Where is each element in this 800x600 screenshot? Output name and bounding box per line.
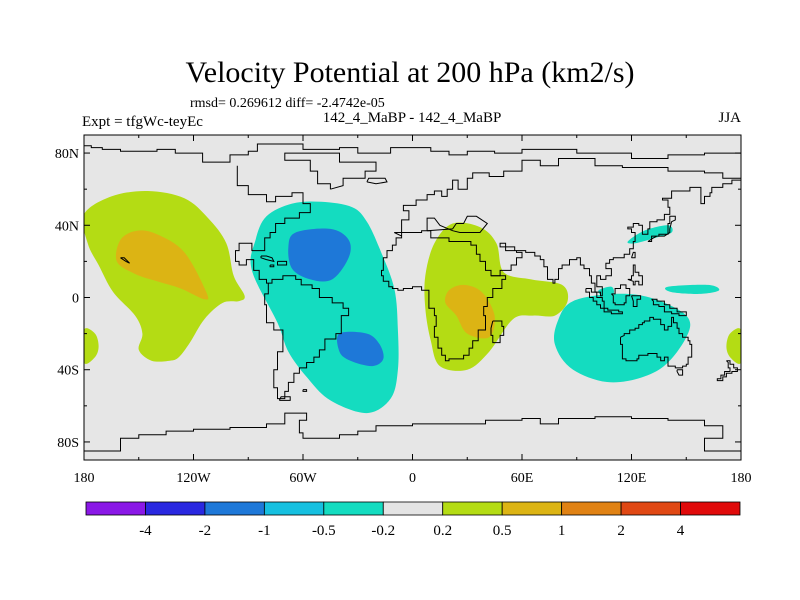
colorbar-label: -0.2	[371, 523, 395, 539]
x-tick-label: 60W	[289, 471, 317, 486]
coastline-segment	[394, 158, 741, 233]
coastline-segment	[426, 215, 489, 233]
coastline-segment	[611, 284, 631, 306]
map-panel	[83, 134, 742, 461]
colorbar-label: -2	[199, 523, 212, 539]
colorbar-label: 1	[558, 523, 566, 539]
coastline-segment	[603, 307, 623, 315]
y-tick-label: 0	[72, 292, 79, 307]
y-tick-label: 40S	[57, 364, 79, 379]
coastline-segment	[284, 152, 377, 190]
colorbar-label: 0.2	[433, 523, 452, 539]
colorbar: -4 -2 -1 -0.5 -0.2 0.2 0.5 1 2 4	[85, 501, 741, 539]
colorbar-swatch	[620, 501, 681, 516]
coastline-segment	[84, 143, 741, 163]
season-label: JJA	[718, 110, 741, 126]
x-tick-label: 180	[731, 471, 752, 486]
contour-fills	[84, 190, 741, 414]
colorbar-label: 4	[677, 523, 685, 539]
coastline-segment	[84, 412, 741, 452]
comparison-label: 142_4_MaBP - 142_4_MaBP	[323, 110, 502, 126]
colorbar-label: -4	[139, 523, 152, 539]
colorbar-swatch	[501, 501, 563, 516]
coastline-segment	[366, 177, 388, 185]
colorbar-swatch	[561, 501, 622, 516]
coastline-segment	[651, 298, 687, 317]
coastline-segment	[620, 316, 693, 369]
x-tick-label: 60E	[511, 471, 534, 486]
colorbar-label: -0.5	[312, 523, 336, 539]
coastline-segment	[631, 295, 642, 307]
coastline-segment	[277, 260, 288, 266]
map-axes: 180 120W 60W 0 60E 120E 180 80N 40N 0 40S 80S	[55, 135, 752, 486]
colorbar-swatch	[323, 501, 384, 516]
colorbar-swatch	[680, 501, 741, 516]
coastline-segment	[631, 251, 636, 259]
y-tick-label: 80S	[57, 436, 79, 451]
contour-region-africa-core	[444, 284, 495, 339]
contour-region-indian-ocean-negative	[553, 293, 691, 383]
coastline-segment	[260, 255, 275, 263]
coastline-segment	[716, 360, 738, 382]
coastline-segment	[120, 257, 130, 264]
contour-region-east-asia-negative	[627, 225, 673, 244]
coastline-segment	[235, 165, 350, 400]
y-tick-label: 80N	[55, 147, 79, 162]
contour-region-dateline-west-positive	[726, 328, 741, 364]
x-tick-label: 180	[74, 471, 95, 486]
coastline-segment	[676, 369, 684, 376]
contour-region-africa-positive	[424, 222, 569, 371]
colorbar-label: -1	[258, 523, 271, 539]
coastline-segment	[627, 264, 643, 286]
experiment-label: Expt = tfgWc-teyEc	[82, 114, 203, 130]
contour-region-dateline-east-positive	[84, 328, 99, 364]
colorbar-swatch	[85, 501, 146, 516]
coastline-segment	[278, 396, 291, 401]
chart-title: Velocity Potential at 200 hPa (km2/s)	[185, 56, 634, 89]
colorbar-label: 0.5	[493, 523, 512, 539]
x-tick-label: 120W	[176, 471, 211, 486]
contour-region-pacific-core	[115, 230, 209, 300]
contour-region-atlantic-core-north	[288, 228, 351, 282]
coastline-segment	[490, 320, 505, 344]
colorbar-swatch	[204, 501, 265, 516]
colorbar-swatch	[263, 501, 325, 516]
coastlines	[84, 143, 741, 452]
stats-label: rmsd= 0.269612 diff= -2.4742e-05	[190, 96, 385, 111]
y-tick-label: 40N	[55, 219, 79, 234]
colorbar-swatch	[145, 501, 206, 516]
coastline-segment	[491, 179, 741, 297]
contour-region-atlantic-core-south	[336, 331, 384, 367]
coastline-segment	[269, 264, 275, 268]
colorbar-swatch	[382, 501, 444, 516]
coastline-segment	[302, 389, 308, 392]
contour-region-west-pacific-negative	[665, 284, 720, 294]
x-tick-label: 120E	[617, 471, 647, 486]
colorbar-label: 2	[617, 523, 625, 539]
x-tick-label: 0	[409, 471, 416, 486]
coastline-segment	[381, 230, 507, 362]
coastline-segment	[585, 288, 605, 309]
colorbar-swatch	[442, 501, 503, 516]
coastline-segment	[647, 215, 676, 242]
